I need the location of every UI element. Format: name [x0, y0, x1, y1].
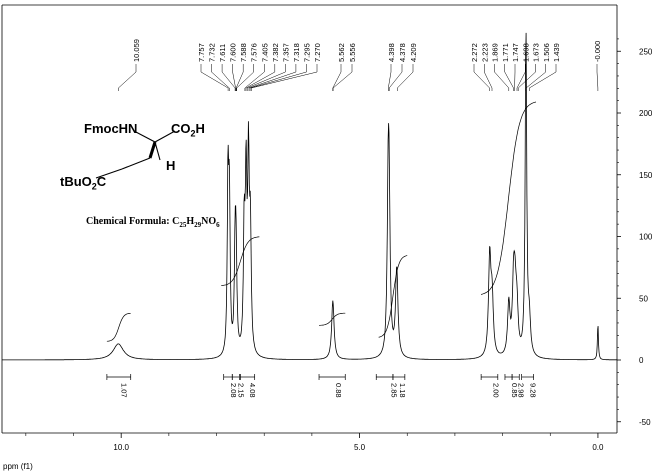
peak-leader-line — [596, 64, 599, 91]
peak-leader-line — [232, 64, 236, 91]
co2h-label: CO2H — [171, 121, 205, 139]
y-tick-label: 200 — [639, 109, 653, 118]
peak-leader-line — [221, 64, 236, 91]
peak-leader-line — [494, 64, 510, 91]
peak-label: 1.673 — [532, 43, 541, 62]
peak-label: 1.771 — [501, 43, 510, 62]
x-axis-label: ppm (f1) — [3, 462, 33, 471]
peak-leader-line — [249, 64, 307, 91]
peak-leader-line — [248, 64, 297, 91]
spectrum-line — [2, 32, 617, 361]
peak-label: 7.270 — [313, 43, 322, 62]
peak-label: 7.611 — [218, 44, 227, 62]
peak-leader-line — [211, 64, 230, 91]
integral-value: 1.07 — [119, 383, 128, 398]
peak-leader-line — [516, 64, 526, 91]
integral-value: 2.85 — [390, 383, 399, 398]
peak-label: 7.318 — [292, 43, 301, 62]
x-tick-label: 5.0 — [354, 443, 366, 452]
peak-leader-line — [525, 64, 546, 91]
peak-leader-line — [332, 64, 342, 91]
peak-leader-line — [388, 64, 403, 91]
y-tick-label: 50 — [639, 294, 648, 303]
peak-label: 1.869 — [491, 43, 500, 62]
integral-value: 0.85 — [510, 383, 519, 398]
peak-label: 1.747 — [511, 43, 520, 62]
chemical-formula: Chemical Formula: C25H29NO6 — [86, 216, 220, 229]
peak-label: 5.562 — [337, 43, 346, 62]
peak-label: 7.405 — [260, 43, 269, 62]
x-tick-label: 0.0 — [592, 443, 604, 452]
integral-value: 4.08 — [248, 383, 257, 398]
integral-curve — [481, 101, 537, 295]
peak-label: 1.698 — [521, 43, 530, 62]
alpha-h-label: H — [166, 158, 176, 173]
peak-leader-line — [397, 64, 414, 91]
y-tick-label: 250 — [639, 47, 653, 56]
peak-label: 7.576 — [250, 43, 259, 62]
peak-leader-line — [504, 64, 514, 91]
y-tick-label: 100 — [639, 233, 653, 242]
peak-leader-line — [235, 64, 244, 91]
peak-leader-line — [236, 64, 254, 91]
peak-label: -0.000 — [593, 41, 602, 62]
fmochn-label: FmocHN — [84, 121, 138, 136]
peak-leader-line — [529, 64, 557, 91]
peak-label: 7.732 — [208, 43, 217, 62]
x-tick-label: 10.0 — [113, 443, 129, 452]
peak-label: 7.357 — [281, 43, 290, 62]
tbu-ester-label: tBuO2C — [60, 174, 107, 192]
peak-leader-line — [517, 64, 536, 91]
peak-leader-line — [246, 64, 286, 91]
peak-leader-line — [251, 64, 318, 91]
y-tick-label: 0 — [639, 356, 644, 365]
peak-leader-line — [332, 64, 353, 91]
y-tick-label: 150 — [639, 171, 653, 180]
peak-label: 7.757 — [197, 43, 206, 62]
integral-curve — [106, 312, 131, 342]
integral-value: 2.00 — [492, 383, 501, 398]
integral-value: 2.98 — [516, 383, 525, 398]
peak-label: 1.506 — [542, 43, 551, 62]
y-tick-label: -50 — [639, 418, 651, 427]
peak-label: 10.059 — [132, 39, 141, 62]
integral-curve — [221, 236, 260, 286]
integral-value: 9.28 — [528, 383, 537, 398]
integral-value: 2.15 — [237, 383, 246, 398]
peak-label: 7.588 — [239, 43, 248, 62]
peak-leader-line — [118, 64, 137, 91]
peak-label: 7.295 — [302, 43, 311, 62]
integral-value: 2.08 — [229, 383, 238, 398]
peak-label: 4.398 — [387, 43, 396, 62]
integral-value: 0.88 — [334, 383, 343, 398]
peak-label: 1.439 — [552, 43, 561, 62]
peak-label: 2.223 — [480, 43, 489, 62]
integral-curve — [319, 312, 346, 326]
peak-leader-line — [200, 64, 229, 91]
peak-label: 5.556 — [348, 43, 357, 62]
peak-leader-line — [244, 64, 265, 91]
peak-label: 2.272 — [470, 43, 479, 62]
peak-label: 4.378 — [398, 43, 407, 62]
integral-value: 1.18 — [398, 383, 407, 398]
peak-leader-line — [484, 64, 493, 91]
peak-label: 7.600 — [229, 43, 238, 62]
peak-label: 7.382 — [271, 43, 280, 62]
peak-label: 4.209 — [409, 43, 418, 62]
integral-curve — [378, 255, 408, 338]
peak-leader-line — [388, 64, 392, 91]
peak-leader-line — [473, 64, 490, 91]
peak-leader-line — [245, 64, 276, 91]
